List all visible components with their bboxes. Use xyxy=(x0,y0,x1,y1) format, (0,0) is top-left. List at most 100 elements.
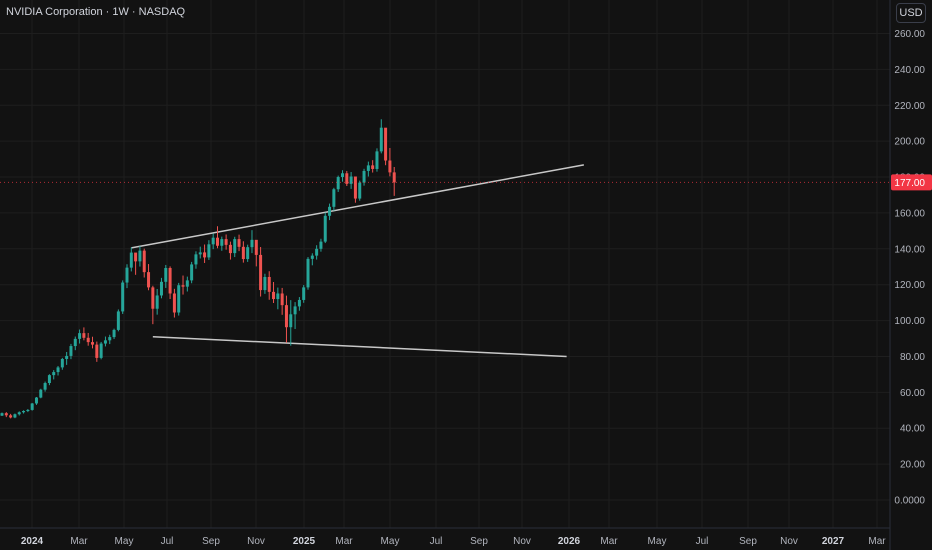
candle-body xyxy=(60,358,64,368)
time-tick-label: Nov xyxy=(513,536,531,547)
candle xyxy=(371,160,375,173)
last-price-tag xyxy=(891,174,932,191)
candle-body xyxy=(328,206,332,216)
candle xyxy=(392,166,396,196)
candle-body xyxy=(349,176,353,184)
candle-body xyxy=(375,151,379,169)
candle-body xyxy=(272,291,276,300)
candle-body xyxy=(39,389,43,398)
candle-body xyxy=(340,173,344,178)
candle xyxy=(134,252,138,275)
time-tick-label: Mar xyxy=(335,536,353,547)
time-tick-label: Jul xyxy=(696,536,709,547)
candle-body xyxy=(69,346,73,356)
candle xyxy=(194,251,198,269)
candle xyxy=(211,233,215,250)
candle-body xyxy=(26,409,30,412)
candle xyxy=(185,276,189,292)
candle xyxy=(142,248,146,278)
candle-body xyxy=(164,268,168,282)
candle-body xyxy=(293,306,297,315)
candle-body xyxy=(267,276,271,292)
candle xyxy=(293,302,297,330)
candle-body xyxy=(181,285,185,287)
candle xyxy=(323,212,327,244)
candle-body xyxy=(142,250,146,273)
candle-body xyxy=(159,281,163,296)
candle xyxy=(181,275,185,295)
candle-body xyxy=(13,414,17,418)
upper-trendline xyxy=(131,164,584,249)
candle xyxy=(177,282,181,316)
candle xyxy=(349,172,353,189)
candle xyxy=(9,413,13,419)
time-tick-label: 2025 xyxy=(293,536,316,547)
time-tick-label: Sep xyxy=(739,536,757,547)
candle-body xyxy=(246,247,250,260)
time-tick-label: Jul xyxy=(430,536,443,547)
candle-body xyxy=(168,268,172,294)
candle-body xyxy=(241,246,245,260)
candle-body xyxy=(371,165,375,169)
price-tick-label: 0.0000 xyxy=(894,496,925,507)
candle-body xyxy=(259,254,263,291)
candle-body xyxy=(108,337,112,341)
candle xyxy=(73,336,77,351)
candle xyxy=(289,300,293,346)
candle xyxy=(306,257,310,290)
price-tick-label: 140.00 xyxy=(894,244,925,255)
last-price-label: 177.00 xyxy=(894,178,925,189)
candle xyxy=(246,244,250,262)
candle-body xyxy=(185,280,189,287)
candle-body xyxy=(263,276,267,291)
candle xyxy=(302,285,306,303)
time-tick-label: Sep xyxy=(202,536,220,547)
candle-body xyxy=(73,338,77,347)
candle-body xyxy=(95,344,99,358)
candle xyxy=(315,245,319,260)
candle xyxy=(220,236,224,251)
candle-body xyxy=(224,239,228,245)
candle-body xyxy=(147,272,151,288)
candle xyxy=(26,409,30,413)
candle xyxy=(34,397,38,405)
candle-body xyxy=(172,293,176,313)
candle-body xyxy=(22,411,26,413)
candle xyxy=(319,238,323,252)
candle xyxy=(353,176,357,203)
candle xyxy=(345,170,349,187)
candle xyxy=(164,264,168,288)
candle-body xyxy=(284,305,288,328)
candle-body xyxy=(56,367,60,373)
candle xyxy=(340,170,344,182)
candle xyxy=(241,241,245,263)
candle-body xyxy=(34,397,38,404)
candle-body xyxy=(9,415,13,418)
candle xyxy=(91,336,95,349)
candle-body xyxy=(65,355,69,359)
candle xyxy=(125,264,129,289)
price-tick-label: 160.00 xyxy=(894,208,925,219)
price-tick-label: 120.00 xyxy=(894,280,925,291)
candle-body xyxy=(134,252,138,262)
price-tick-label: 80.00 xyxy=(900,352,925,363)
candle-body xyxy=(207,244,211,258)
candle-body xyxy=(78,333,82,339)
candle xyxy=(216,226,219,249)
candle xyxy=(22,410,26,414)
candle xyxy=(366,161,370,177)
candle-body xyxy=(297,299,301,307)
time-tick-label: Nov xyxy=(780,536,798,547)
candle xyxy=(284,295,288,343)
candle-body xyxy=(276,293,280,300)
currency-button[interactable]: USD xyxy=(896,3,926,23)
price-tick-label: 220.00 xyxy=(894,101,925,112)
candle xyxy=(250,230,254,254)
candle xyxy=(332,187,336,211)
candle xyxy=(78,329,82,344)
candle-body xyxy=(30,403,34,410)
candle xyxy=(267,271,271,300)
time-tick-label: May xyxy=(115,536,134,547)
candle-body xyxy=(280,293,284,306)
